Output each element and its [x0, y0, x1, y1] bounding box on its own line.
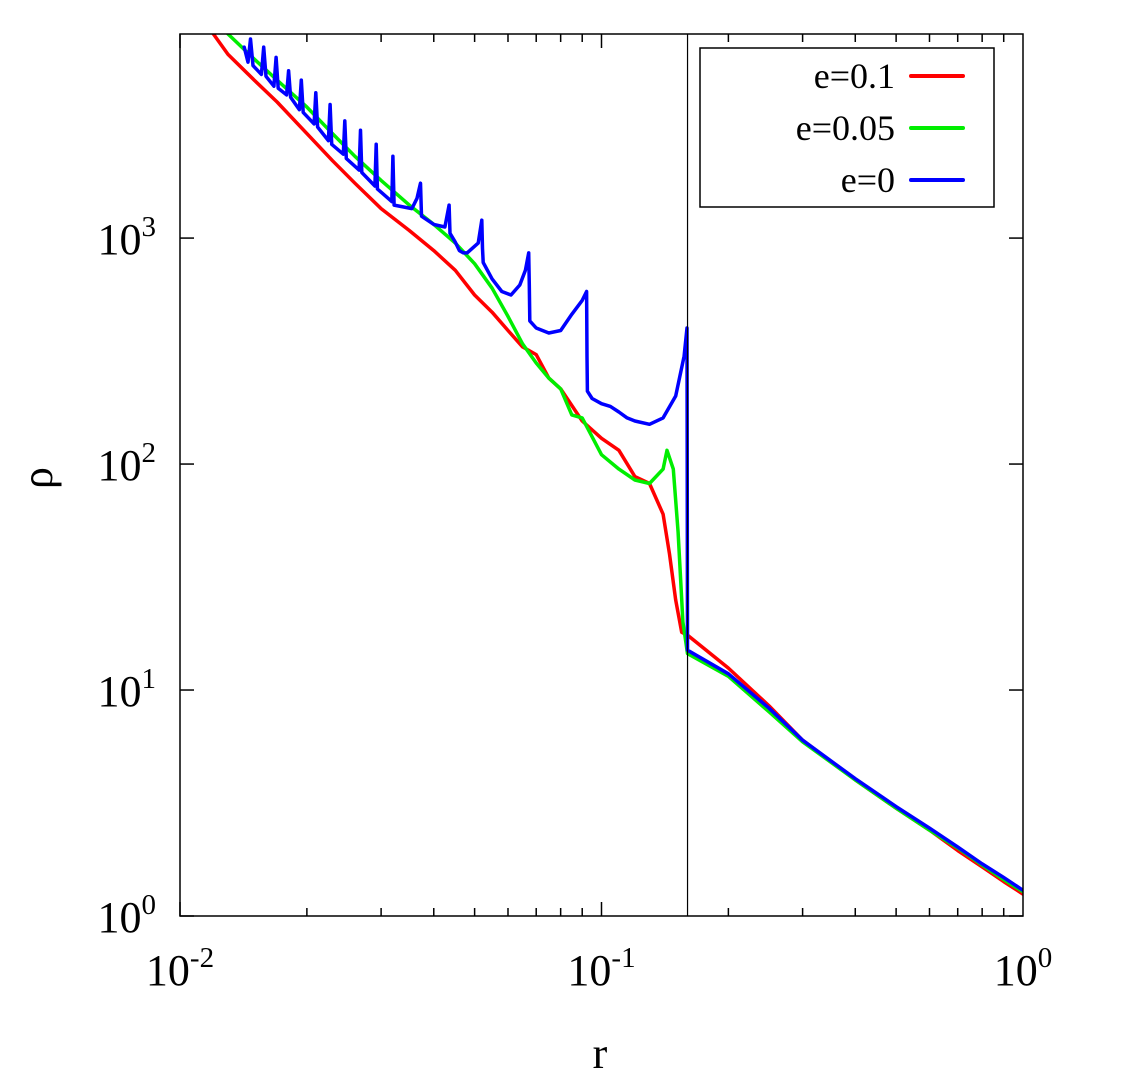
y-tick-label: 102	[98, 437, 157, 490]
plot-lines	[211, 34, 1023, 896]
axis-ticks	[179, 34, 1023, 917]
y-tick-label: 103	[98, 211, 157, 264]
legend-label-e01: e=0.1	[814, 56, 895, 96]
x-axis-label: r	[593, 1029, 608, 1078]
legend-label-e005: e=0.05	[796, 108, 895, 148]
legend: e=0.1 e=0.05 e=0	[699, 47, 995, 208]
y-tick-label: 100	[98, 889, 157, 942]
series-line-2	[242, 37, 1023, 893]
x-tick-label: 10-2	[146, 942, 214, 995]
x-tick-label: 10-1	[567, 942, 635, 995]
y-tick-label: 101	[98, 663, 157, 716]
x-tick-label: 100	[994, 942, 1053, 995]
axis-tick-labels: 10-2 10-1 100 100 101 102 103	[98, 211, 1053, 995]
y-axis-label: ρ	[13, 467, 62, 489]
legend-label-e0: e=0	[841, 160, 895, 200]
